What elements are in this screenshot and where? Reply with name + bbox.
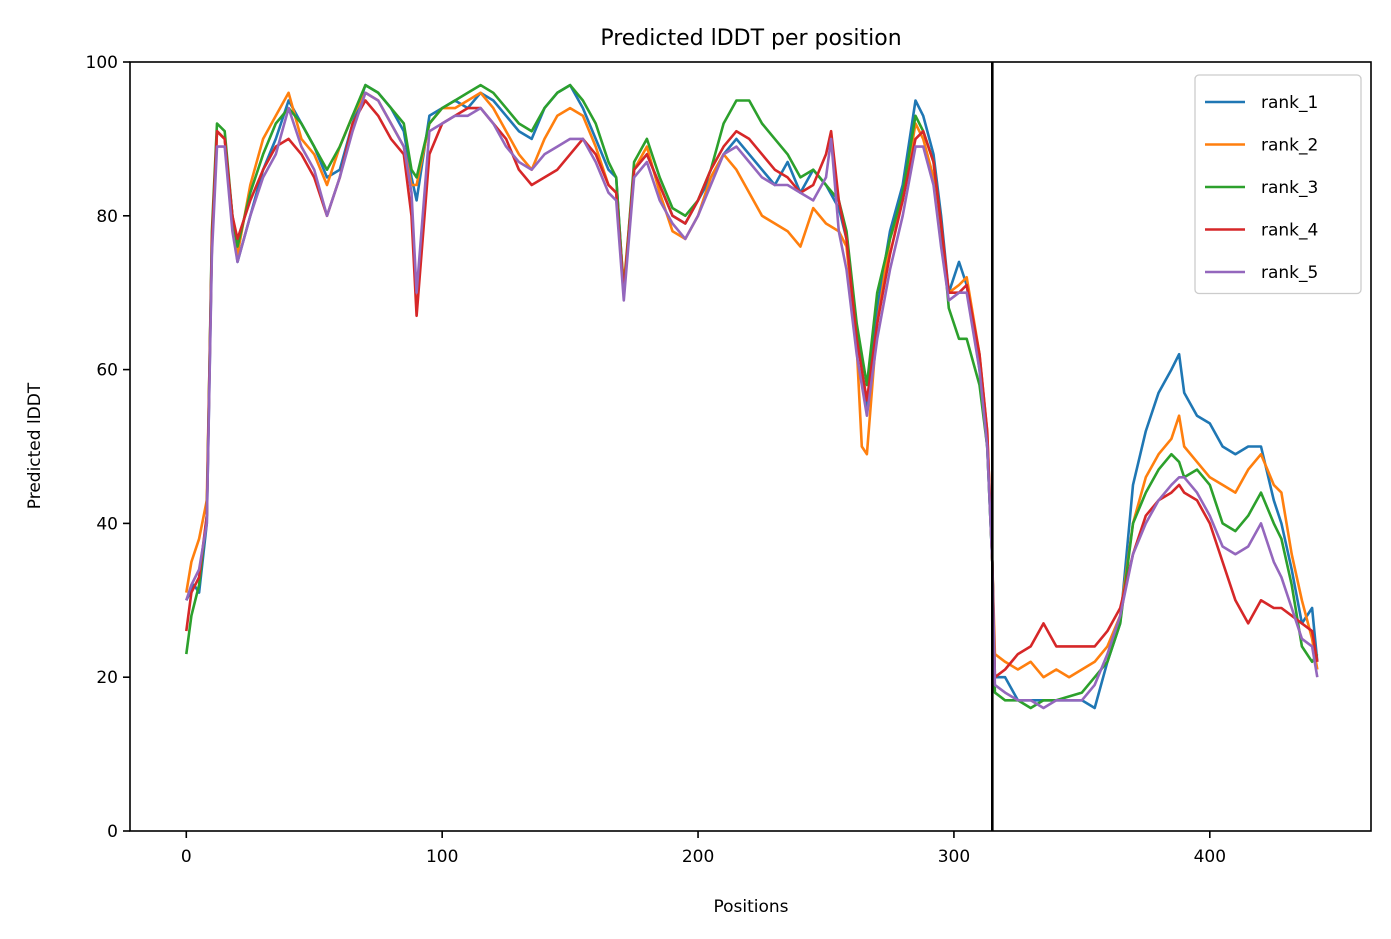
legend-label-rank_2: rank_2 <box>1261 136 1318 156</box>
y-tick-label-80: 80 <box>96 207 118 227</box>
legend-label-rank_5: rank_5 <box>1261 263 1318 283</box>
y-tick-label-20: 20 <box>96 668 118 688</box>
axes: 0 100 200 300 400 0 20 40 60 80 100 <box>86 53 1372 867</box>
series-line-rank_3 <box>185 83 1319 710</box>
plot-area <box>185 62 1319 831</box>
x-tick-label-0: 0 <box>181 847 192 867</box>
legend-label-rank_4: rank_4 <box>1261 221 1318 241</box>
chart-title: Predicted lDDT per position <box>600 26 901 51</box>
x-axis-label: Positions <box>713 897 788 917</box>
y-tick-label-100: 100 <box>86 53 118 73</box>
x-tick-label-200: 200 <box>682 847 714 867</box>
y-axis-label: Predicted lDDT <box>25 382 45 509</box>
y-tick-label-0: 0 <box>107 822 118 842</box>
y-tick-label-40: 40 <box>96 514 118 534</box>
x-tick-label-100: 100 <box>426 847 458 867</box>
legend-label-rank_3: rank_3 <box>1261 178 1318 198</box>
legend: rank_1 rank_2 rank_3 rank_4 rank_5 <box>1194 74 1362 295</box>
y-tick-label-60: 60 <box>96 361 118 381</box>
legend-box <box>1194 74 1362 295</box>
x-tick-label-400: 400 <box>1194 847 1226 867</box>
x-tick-label-300: 300 <box>938 847 970 867</box>
legend-label-rank_1: rank_1 <box>1261 93 1318 113</box>
series-line-rank_5 <box>185 91 1319 710</box>
axes-frame <box>129 61 1372 832</box>
